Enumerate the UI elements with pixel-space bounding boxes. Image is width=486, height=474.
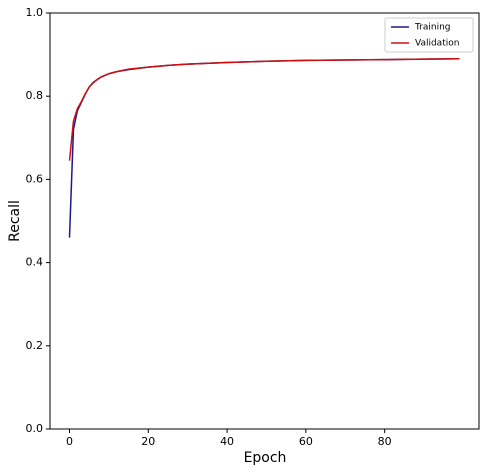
x-tick-label: 40 (220, 435, 234, 448)
data-line (68, 58, 460, 238)
x-tick-label: 60 (299, 435, 313, 448)
y-tick-label: 0.0 (26, 422, 44, 435)
x-axis-title: Epoch (244, 450, 287, 466)
data-line (68, 58, 460, 161)
y-tick-label: 0.2 (26, 339, 44, 352)
y-tick-label: 0.6 (26, 172, 44, 185)
y-tick-label: 0.4 (26, 256, 44, 269)
legend-label: Training (414, 23, 451, 33)
plot-frame (49, 12, 480, 430)
y-tick-label: 1.0 (26, 6, 44, 19)
legend-label: Validation (415, 39, 459, 49)
y-tick-label: 0.8 (26, 89, 44, 102)
x-tick-label: 0 (66, 435, 73, 448)
x-tick-label: 80 (378, 435, 392, 448)
x-tick-label: 20 (141, 435, 155, 448)
y-axis-title: Recall (7, 200, 23, 242)
